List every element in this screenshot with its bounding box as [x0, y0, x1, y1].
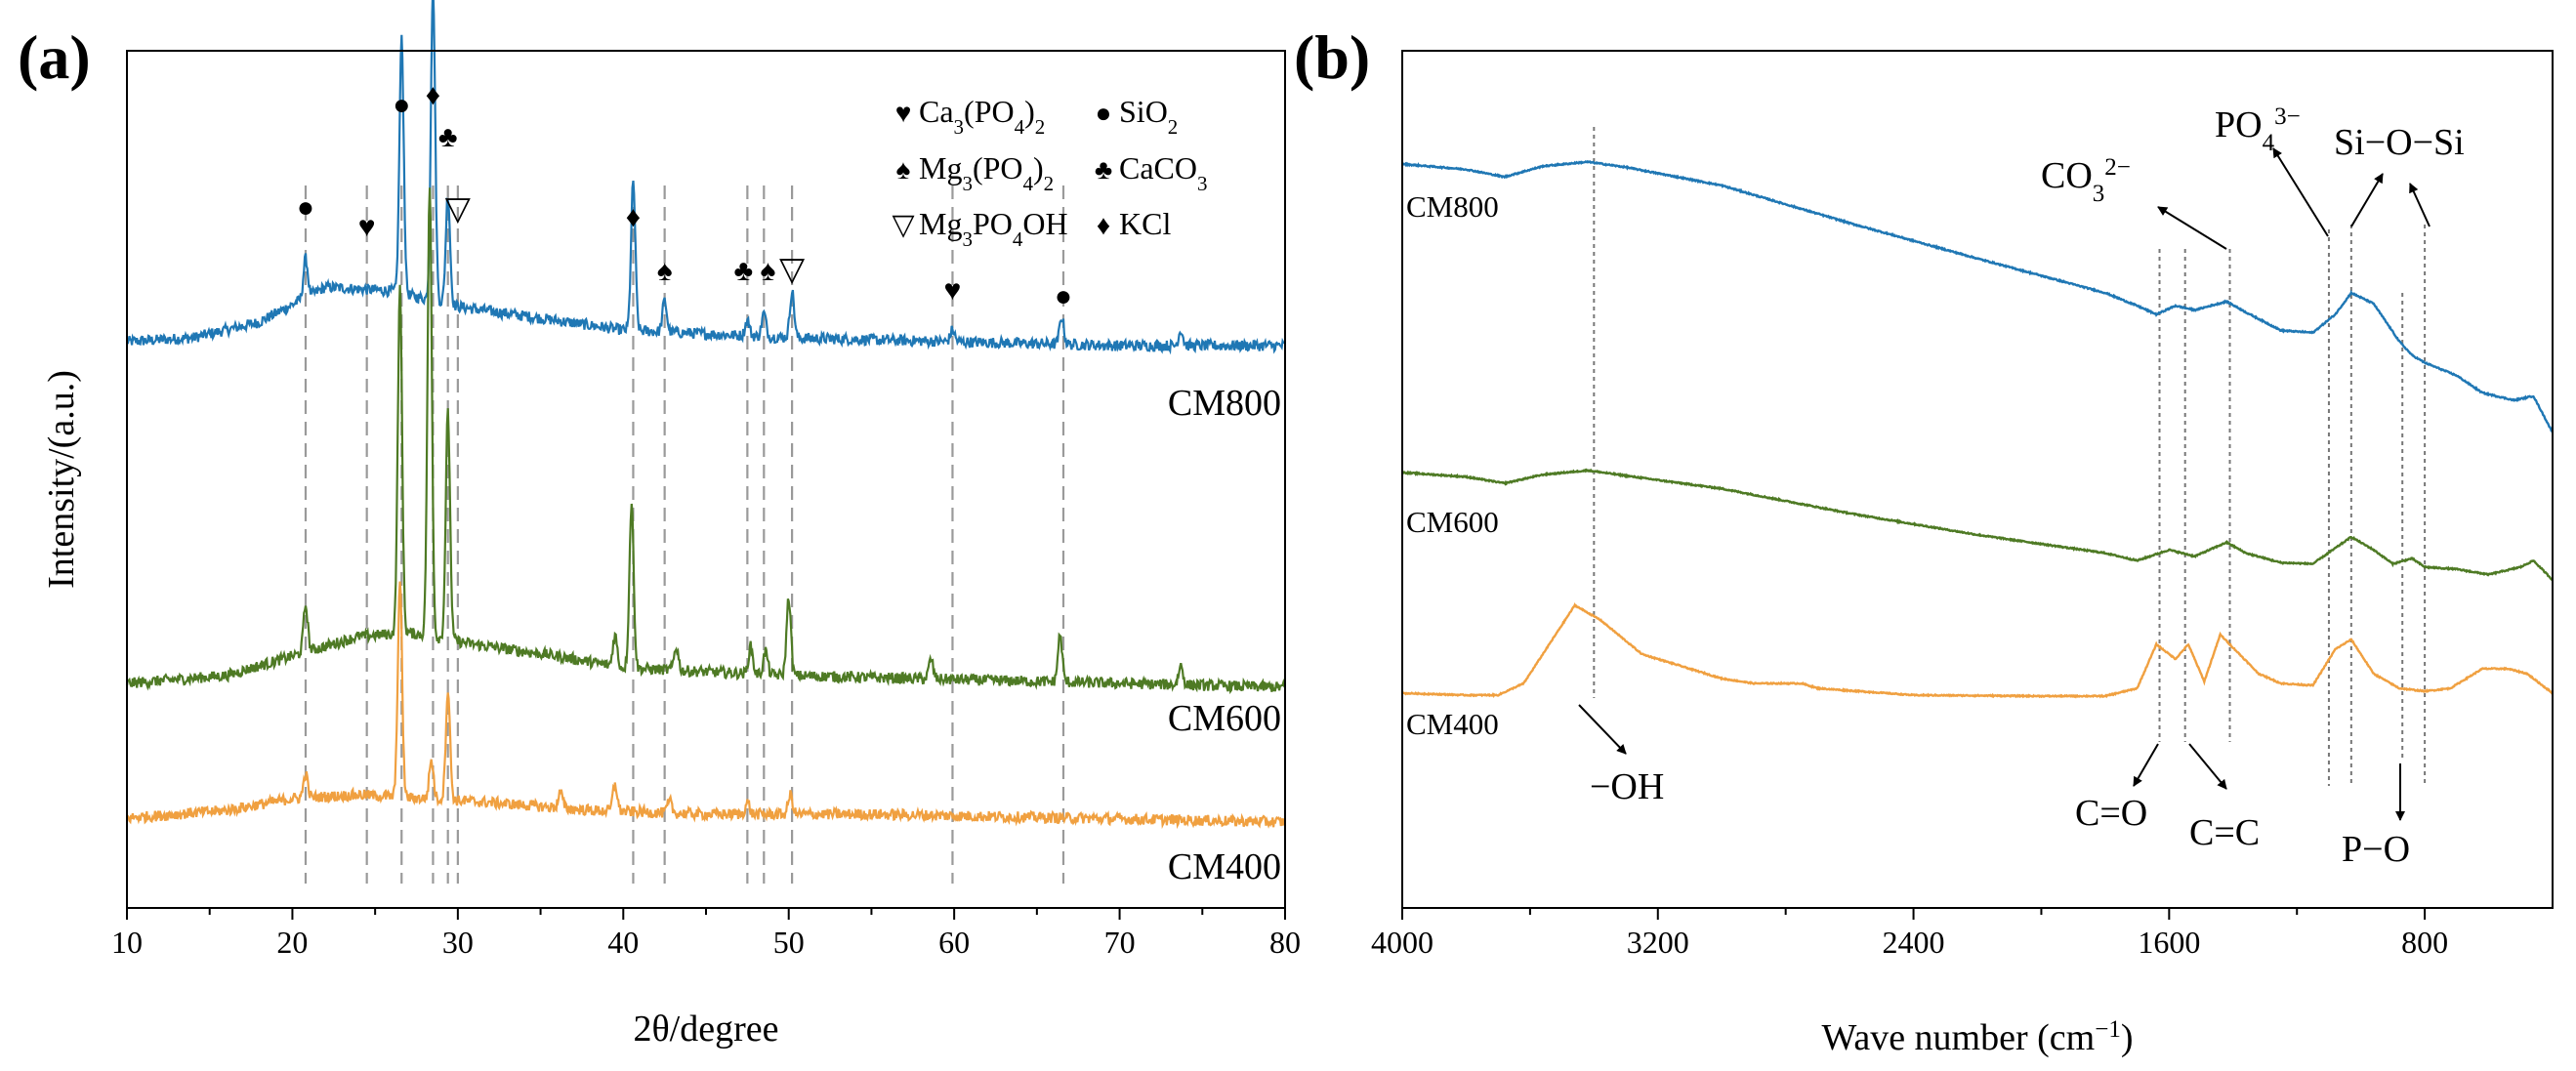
- annotation-arrow: [2133, 743, 2159, 787]
- panel-b-axes: [1401, 50, 2554, 909]
- legend-entry: Ca3(PO4)2: [919, 94, 1045, 139]
- panel-b-annotations: −OH CO32− PO43− Si−O−Si C=O C=C P−O: [1578, 103, 2465, 870]
- legend-symbol: ●: [1096, 99, 1112, 129]
- annotation-arrow: [2157, 206, 2227, 250]
- x-tick-label: 80: [1269, 925, 1301, 960]
- xrd-series-line-cm600: [125, 187, 1286, 695]
- x-tick-label: 800: [2401, 925, 2448, 960]
- panel-b-label: (b): [1294, 22, 1370, 92]
- panel-b-series-labels: CM800 CM600 CM400: [1406, 189, 1499, 741]
- legend-symbol: ♣: [1095, 155, 1112, 185]
- phase-marker-ca3po42: ♥: [358, 211, 376, 243]
- x-tick-label: 50: [773, 925, 805, 960]
- ftir-annotation-co: C=O: [2075, 793, 2147, 834]
- phase-marker-kcl: ♦: [426, 79, 440, 111]
- xrd-series-label: CM400: [1168, 846, 1281, 887]
- panel-a-legend: ♥ Ca3(PO4)2 ● SiO2 ♠ Mg3(PO4)2 ♣ CaCO3 ▽ Mg3PO4OH…: [892, 94, 1207, 251]
- ftir-series-label: CM800: [1406, 189, 1499, 224]
- ftir-annotation-po: P−O: [2342, 829, 2410, 870]
- xrd-series-line-cm800: [125, 0, 1286, 355]
- panel-b-reference-lines: [1593, 127, 2427, 786]
- phase-marker-mg3po4oh: ▽: [445, 191, 472, 227]
- x-tick-label: 70: [1104, 925, 1136, 960]
- annotation-arrow: [2409, 183, 2431, 227]
- phase-marker-mg3po42: ♠: [657, 255, 673, 287]
- x-tick-label: 10: [111, 925, 143, 960]
- annotation-arrow: [2188, 743, 2227, 790]
- panel-b: (b) 4000 3200 2400 1600 800 CM800CM600CM400 …: [1294, 22, 2555, 1059]
- x-tick-label: 60: [938, 925, 970, 960]
- ftir-series-line-cm400: [1400, 601, 2554, 699]
- panel-b-x-axis-title: Wave number (cm−1): [1822, 1016, 2134, 1059]
- ftir-annotation-po4: PO43−: [2215, 103, 2301, 156]
- xrd-series-line-cm400: [126, 581, 1287, 830]
- x-tick-label: 2400: [1883, 925, 1945, 960]
- panel-a-phase-markers: ●♥● ♦♣▽ ♦♠ ♣ ♠ ▽♥ ●: [297, 79, 1072, 312]
- phase-marker-caco3: ♣: [438, 121, 458, 153]
- ftir-annotation-oh: −OH: [1590, 766, 1664, 807]
- phase-marker-mg3po42: ♠: [760, 255, 775, 287]
- ftir-series-label: CM600: [1406, 505, 1499, 539]
- legend-entry: SiO2: [1119, 94, 1178, 139]
- panel-a-x-ticks: 10 20 30 40 50 60 70 80: [111, 908, 1301, 960]
- panel-b-plot-frame: [1401, 50, 2554, 909]
- legend-entry: CaCO3: [1119, 150, 1208, 195]
- ftir-annotation-sios: Si−O−Si: [2334, 122, 2465, 163]
- ftir-series-line-cm600: [1401, 468, 2554, 582]
- legend-symbol: ♥: [895, 99, 912, 129]
- phase-marker-kcl: ♦: [626, 201, 641, 233]
- phase-marker-sio2: ●: [297, 191, 314, 224]
- legend-symbol: ▽: [892, 209, 914, 241]
- x-tick-label: 40: [607, 925, 639, 960]
- panel-a-series-labels: CM800 CM600 CM400: [1168, 383, 1281, 887]
- annotation-arrow: [1578, 704, 1627, 755]
- x-tick-label: 30: [442, 925, 474, 960]
- x-tick-label: 3200: [1627, 925, 1689, 960]
- phase-marker-ca3po42: ♥: [944, 274, 962, 307]
- xrd-series-label: CM600: [1168, 698, 1281, 739]
- legend-symbol: ♦: [1097, 211, 1110, 241]
- panel-a-series: [125, 0, 1287, 830]
- x-tick-label: 20: [276, 925, 308, 960]
- annotation-arrow: [2272, 147, 2329, 237]
- panel-b-x-ticks: 4000 3200 2400 1600 800: [1371, 908, 2448, 960]
- legend-entry: Mg3PO4OH: [919, 206, 1068, 251]
- ftir-annotation-cc: C=C: [2189, 812, 2260, 853]
- phase-marker-mg3po4oh: ▽: [779, 252, 806, 288]
- ftir-annotation-co3: CO32−: [2041, 154, 2131, 207]
- panel-a-x-axis-title: 2θ/degree: [633, 1009, 778, 1050]
- panel-b-series: [1400, 159, 2555, 699]
- ftir-series-line-cm800: [1401, 159, 2555, 433]
- phase-marker-caco3: ♣: [734, 255, 754, 287]
- annotation-arrow: [2350, 173, 2384, 227]
- legend-entry: KCl: [1119, 206, 1171, 241]
- x-tick-label: 1600: [2138, 925, 2200, 960]
- phase-marker-sio2: ●: [1055, 280, 1072, 312]
- ftir-series-label: CM400: [1406, 707, 1499, 741]
- panel-a: (a) 10 20 30 40 50 60 70 80 ●♥● ♦♣▽ ♦♠ ♣ ♠ ▽♥ ● CM800…: [18, 0, 1301, 1050]
- legend-symbol: ♠: [896, 155, 911, 185]
- panel-a-y-axis-title: Intensity/(a.u.): [41, 370, 82, 589]
- x-tick-label: 4000: [1371, 925, 1433, 960]
- phase-marker-sio2: ●: [393, 89, 410, 121]
- panel-a-label: (a): [18, 22, 91, 92]
- legend-entry: Mg3(PO4)2: [919, 150, 1054, 195]
- xrd-series-label: CM800: [1168, 383, 1281, 424]
